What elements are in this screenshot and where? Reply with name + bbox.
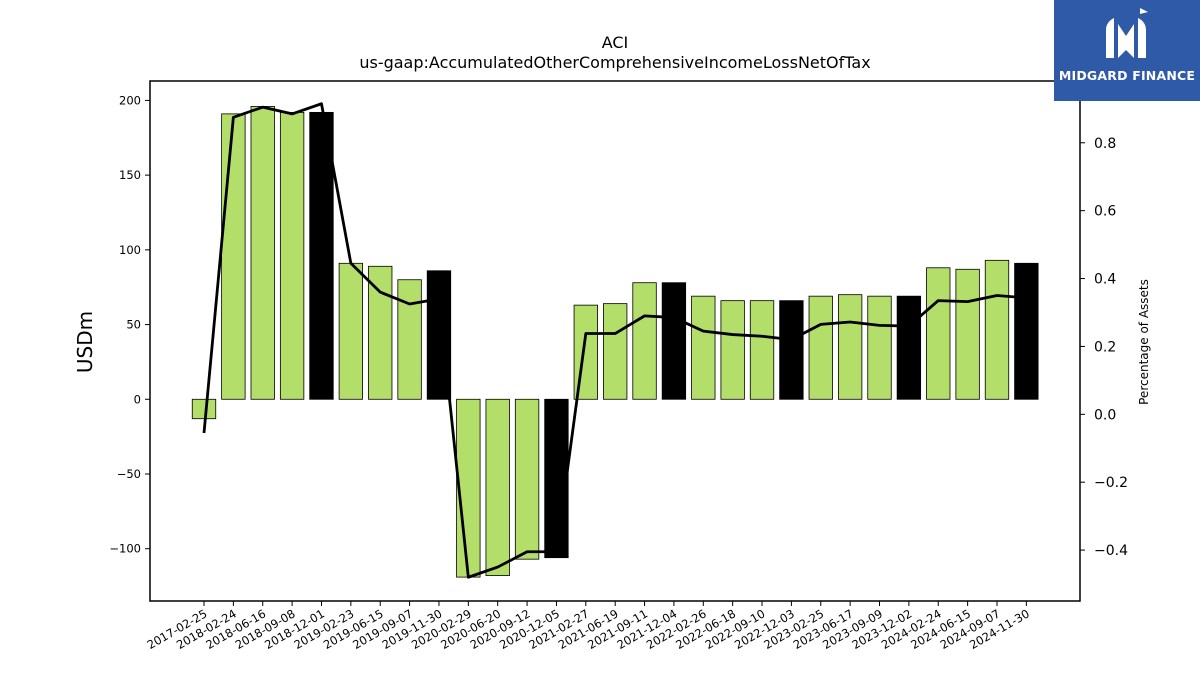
y2-tick-label: 0.2 [1094,339,1116,355]
brand-logo: MIDGARD FINANCE [1054,0,1200,101]
bar [603,303,628,400]
bar [279,111,305,400]
bar [309,111,334,400]
bar [720,300,745,400]
bar [1014,262,1039,400]
bar-group [191,106,1039,578]
y-tick-label: −100 [109,542,141,556]
bar [221,113,246,400]
y-axis-ticks: −100 −50 0 50 100 150 200 [109,93,150,556]
bar [632,282,657,400]
bar [485,398,510,577]
chart-subtitle: us-gaap:AccumulatedOtherComprehensiveInc… [359,53,870,72]
y2-axis-label: Percentage of Assets [1137,279,1151,405]
y2-tick-label: 0.0 [1094,407,1116,423]
bar [955,268,980,400]
bar [368,265,393,400]
y-tick-label: 150 [119,168,141,182]
y-axis-label: USDm [73,311,97,373]
bar [749,300,775,400]
bar [837,294,863,400]
y-tick-label: 0 [134,392,141,406]
bar [984,259,1010,400]
series-line [202,102,1027,579]
bar [691,295,716,400]
line-group [202,102,1027,579]
bar [661,282,687,400]
y2-tick-label: 0.6 [1094,204,1116,220]
bar [896,295,922,400]
midgard-logo-icon [1106,8,1148,58]
y-tick-label: 200 [119,93,141,107]
x-axis-ticks: 2017-02-252018-02-242018-06-162018-09-08… [145,601,1032,652]
bar [779,300,804,400]
bar [808,295,833,400]
bar [338,262,364,400]
bar [514,398,540,560]
chart-title: ACI [602,33,629,52]
y2-tick-label: 0.4 [1094,272,1116,288]
y-tick-label: −50 [117,467,141,481]
bar [250,106,275,400]
brand-name: MIDGARD FINANCE [1058,68,1196,83]
y2-axis-ticks: −0.4 −0.2 0.0 0.2 0.4 0.6 0.8 [1080,136,1128,559]
y2-tick-label: −0.4 [1094,543,1128,559]
bar [191,398,217,420]
bar [867,295,892,400]
y2-tick-label: −0.2 [1094,475,1128,491]
y2-tick-label: 0.8 [1094,136,1116,152]
bar [397,279,422,400]
y-tick-label: 100 [119,243,141,257]
bar [926,267,951,400]
bar [544,398,569,559]
y-tick-label: 50 [126,318,141,332]
